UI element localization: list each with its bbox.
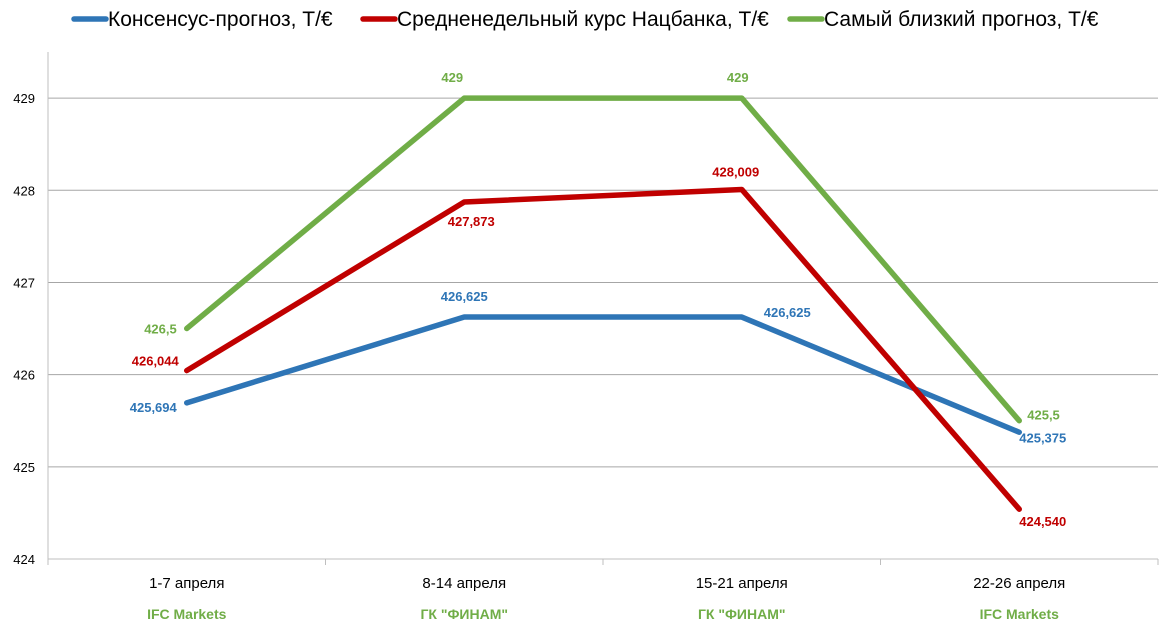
data-label: 427,873	[448, 214, 495, 229]
legend: Консенсус-прогноз, Т/€ Средненедельный ку…	[71, 8, 1099, 31]
data-label: 426,044	[132, 354, 180, 369]
data-label: 429	[441, 70, 463, 85]
data-label: 426,625	[441, 289, 488, 304]
x-tick-label: 1-7 апреля	[149, 575, 224, 592]
gridlines	[48, 97, 1158, 468]
series-line-0	[184, 314, 1022, 435]
y-tick-label: 427	[13, 275, 35, 290]
y-tick-label: 426	[13, 368, 35, 383]
series-line-2	[184, 95, 1022, 424]
x-tick-label: 8-14 апреля	[422, 575, 506, 592]
series-line-1	[184, 186, 1022, 512]
x-tick-sublabel: IFC Markets	[980, 606, 1060, 622]
data-label: 426,5	[144, 322, 177, 337]
y-axis-ticks: 424 425 426 427 428 429	[13, 91, 35, 567]
legend-entry: Самый близкий прогноз, Т/€	[824, 8, 1099, 31]
data-label: 429	[727, 70, 749, 85]
axes	[47, 52, 1159, 565]
x-axis-ticks: 1-7 апреля IFC Markets 8-14 апреля ГК "ФИНА…	[147, 575, 1065, 622]
x-tick-sublabel: ГК "ФИНАМ"	[698, 606, 786, 622]
series-lines	[184, 95, 1022, 512]
y-tick-label: 424	[13, 552, 35, 567]
x-tick-sublabel: ГК "ФИНАМ"	[420, 606, 508, 622]
data-label: 428,009	[712, 164, 759, 179]
legend-entry: Консенсус-прогноз, Т/€	[108, 8, 333, 31]
y-tick-label: 428	[13, 183, 35, 198]
y-tick-label: 429	[13, 91, 35, 106]
x-tick-label: 15-21 апреля	[696, 575, 788, 592]
data-label: 425,375	[1019, 430, 1066, 445]
legend-entry: Средненедельный курс Нацбанка, Т/€	[397, 8, 769, 31]
data-label: 426,625	[764, 305, 811, 320]
data-label: 425,694	[130, 400, 178, 415]
y-tick-label: 425	[13, 460, 35, 475]
data-labels: 425,694 426,625 426,625 425,375 426,044 427,8…	[130, 70, 1067, 529]
x-tick-sublabel: IFC Markets	[147, 606, 227, 622]
data-label: 425,5	[1027, 408, 1060, 423]
x-tick-label: 22-26 апреля	[973, 575, 1065, 592]
data-label: 424,540	[1019, 514, 1066, 529]
